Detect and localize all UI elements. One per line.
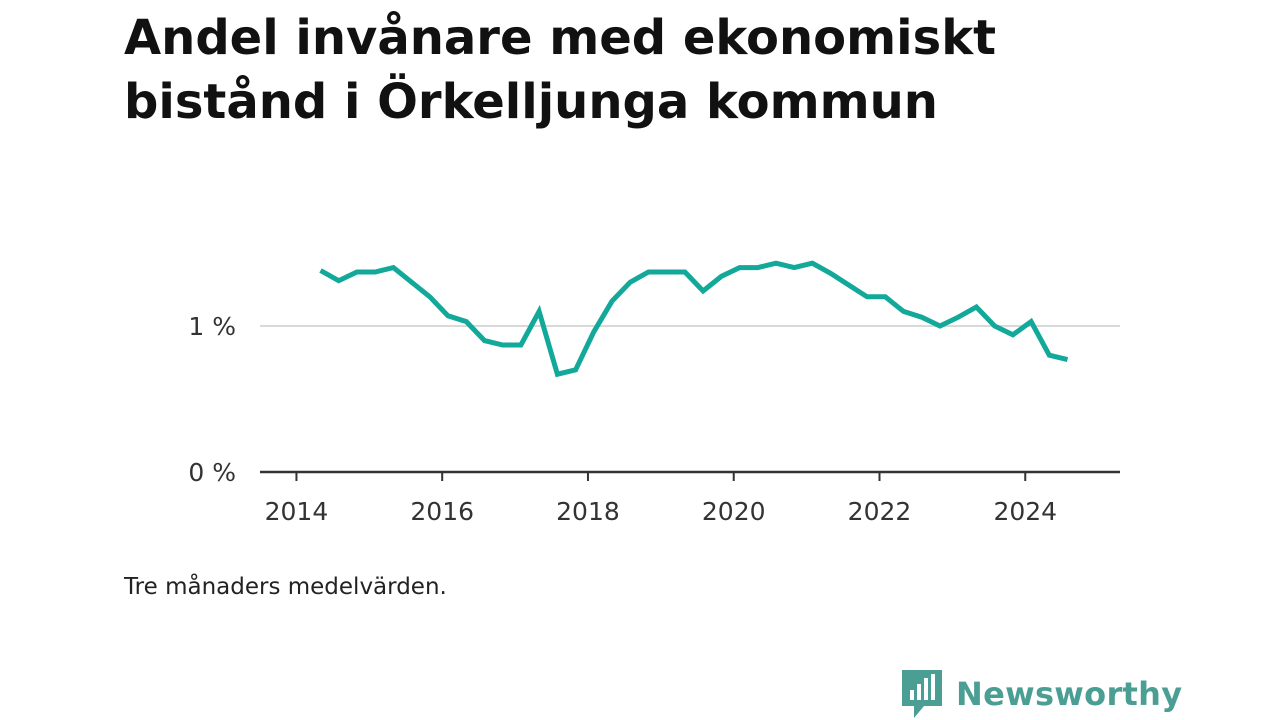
data-point [794,267,795,268]
data-point [648,272,649,273]
data-point [867,296,868,297]
data-point [484,340,485,341]
brand-logo: Newsworthy [902,670,1182,718]
chart-note: Tre månaders medelvärden. [124,574,447,600]
data-point [903,311,904,312]
series-group [319,260,1069,378]
y-axis-labels: 0 % 1 % [188,312,236,487]
chart-title: Andel invånare med ekonomiskt bistånd i … [124,10,997,130]
data-point [320,270,321,271]
data-point [539,311,540,312]
brand-name: Newsworthy [956,675,1183,713]
data-point [812,263,813,264]
x-tick-label: 2024 [993,497,1057,526]
y-tick-label: 1 % [188,312,236,341]
data-point [338,280,339,281]
data-point [593,331,594,332]
data-point [976,307,977,308]
series-line-0 [319,260,1069,378]
data-point [721,276,722,277]
data-point [612,301,613,302]
data-point [393,267,394,268]
data-point [520,345,521,346]
x-tick-label: 2014 [265,497,329,526]
x-tick-label: 2020 [702,497,766,526]
data-point [630,282,631,283]
data-point [411,282,412,283]
data-point [739,267,740,268]
data-point [448,315,449,316]
data-point [684,272,685,273]
data-point [958,317,959,318]
data-point [575,369,576,370]
data-point [703,291,704,292]
data-point [994,326,995,327]
data-point [940,326,941,327]
data-point [429,296,430,297]
x-tick-label: 2022 [848,497,912,526]
data-point [1012,334,1013,335]
data-point [375,272,376,273]
data-point [356,272,357,273]
newsworthy-logo-icon [902,670,942,718]
data-point [1067,359,1068,360]
data-point [557,374,558,375]
x-axis: 2014 2016 2018 2020 2022 2024 [260,470,1120,526]
data-point [466,321,467,322]
data-point [666,272,667,273]
data-point [776,263,777,264]
data-point [1031,321,1032,322]
line-chart: 2014 2016 2018 2020 2022 2024 0 % 1 % [188,260,1120,526]
data-point [921,317,922,318]
x-tick-label: 2018 [556,497,620,526]
data-point [885,296,886,297]
data-point [502,345,503,346]
data-point [848,285,849,286]
data-point [1049,355,1050,356]
y-tick-label: 0 % [188,458,236,487]
data-point [757,267,758,268]
data-point [830,273,831,274]
x-tick-label: 2016 [410,497,474,526]
